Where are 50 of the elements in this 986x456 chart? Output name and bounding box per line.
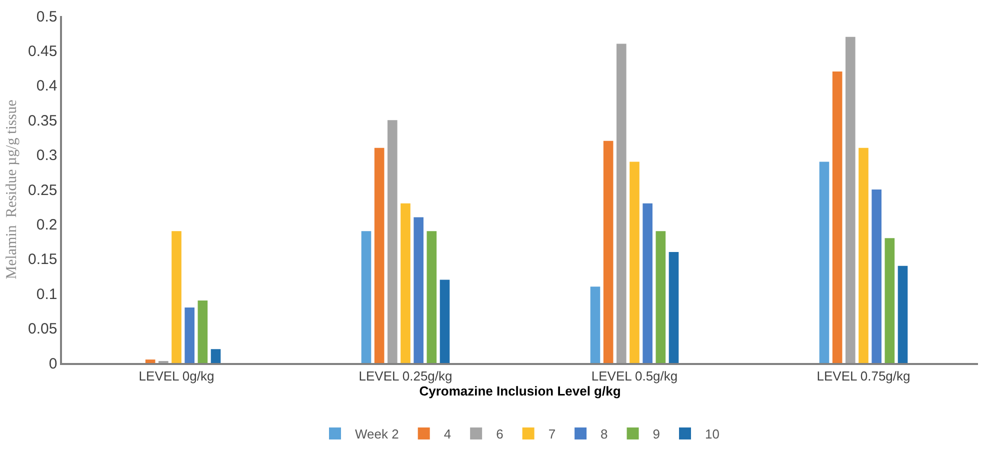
legend-label: 9 (652, 426, 660, 442)
x-tick-label: LEVEL 0.75g/kg (816, 368, 910, 384)
legend-label: 4 (444, 426, 452, 442)
y-tick-label: 0.15 (28, 251, 58, 268)
bar (630, 162, 640, 363)
x-tick-label: LEVEL 0g/kg (138, 368, 214, 384)
bar (858, 148, 868, 363)
bar (184, 307, 194, 363)
y-tick-label: 0 (48, 355, 58, 372)
bar (819, 162, 830, 363)
y-tick-label: 0.5 (36, 8, 58, 26)
bar (414, 217, 424, 363)
y-tick-label: 0.3 (36, 147, 58, 164)
legend-label: 7 (548, 426, 556, 442)
y-tick-label: 0.45 (28, 42, 58, 60)
y-tick-label: 0.2 (36, 216, 58, 234)
y-axis-title: Melamin Residue µg/g tissue (4, 99, 20, 280)
bar (656, 231, 666, 363)
x-tick-label: LEVEL 0.5g/kg (591, 368, 678, 384)
bar (145, 360, 156, 363)
bar (832, 72, 842, 363)
bar (603, 140, 614, 363)
legend-label: 10 (705, 426, 720, 442)
y-tick-label: 0.05 (28, 320, 58, 338)
bar (590, 286, 600, 363)
bar (642, 203, 652, 363)
y-tick-label: 0.1 (36, 286, 58, 303)
bar (668, 252, 679, 363)
bar (210, 349, 221, 363)
bar (846, 36, 856, 363)
bar (872, 190, 882, 363)
bar (616, 44, 626, 363)
y-tick-label: 0.35 (28, 112, 58, 130)
bar (172, 231, 182, 363)
bar (388, 120, 398, 363)
x-tick-label: LEVEL 0.25g/kg (358, 368, 452, 384)
x-axis-title: Cyromazine Inclusion Level g/kg (419, 384, 621, 399)
y-tick-label: 0.25 (28, 182, 58, 199)
bar (898, 266, 908, 363)
legend-label: 6 (496, 426, 504, 442)
bar (198, 300, 208, 363)
bar (374, 148, 384, 363)
legend-label: Week 2 (355, 426, 399, 442)
y-tick-label: 0.4 (36, 78, 58, 95)
bar (426, 231, 437, 363)
bar (884, 238, 895, 363)
legend-label: 8 (600, 426, 608, 442)
bar (400, 203, 410, 363)
bar (440, 280, 450, 363)
bar (361, 231, 372, 363)
